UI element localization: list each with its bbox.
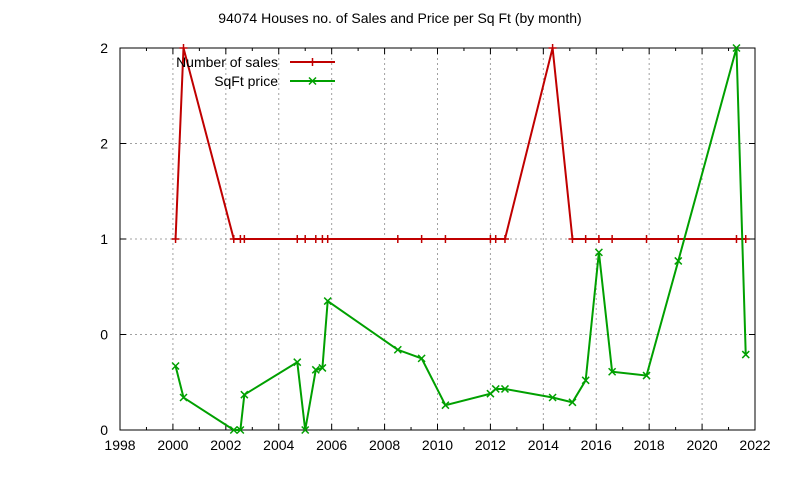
x-tick-label: 2018 — [634, 437, 665, 453]
x-tick-label: 2004 — [263, 437, 294, 453]
data-point — [674, 256, 683, 265]
data-point — [500, 384, 509, 393]
data-point — [240, 390, 249, 399]
data-point — [417, 235, 426, 243]
data-point — [548, 44, 557, 52]
legend-label: Number of sales — [176, 54, 278, 70]
data-point — [417, 354, 426, 363]
data-point — [179, 44, 188, 52]
legend-marker — [308, 58, 317, 66]
x-tick-label: 2016 — [581, 437, 612, 453]
data-point — [293, 235, 302, 243]
legend-entry: SqFt price — [214, 73, 335, 89]
data-point — [581, 235, 590, 243]
data-point — [491, 235, 500, 243]
data-point — [594, 235, 603, 243]
data-point — [301, 425, 310, 435]
legend-marker — [308, 76, 317, 86]
y-tick-label: 1 — [100, 231, 108, 247]
data-point — [179, 393, 188, 402]
axis-ticks: 1998 2000 2002 2004 2006 2008 2010 2012 2014 2016… — [100, 40, 771, 453]
x-tick-label: 2022 — [739, 437, 770, 453]
data-point — [491, 384, 500, 393]
data-point — [236, 425, 245, 435]
legend: Number of sales SqFt price — [176, 54, 335, 89]
data-point — [732, 235, 741, 243]
x-tick-label: 1998 — [104, 437, 135, 453]
y-tick-label: 0 — [100, 327, 108, 343]
data-point — [323, 235, 332, 243]
legend-label: SqFt price — [214, 73, 278, 89]
data-point — [741, 350, 750, 359]
data-point — [674, 235, 683, 243]
data-point — [393, 345, 402, 354]
data-point — [568, 398, 577, 407]
y-tick-label: 2 — [100, 40, 108, 56]
data-point — [318, 363, 327, 372]
data-point — [311, 365, 320, 374]
data-point — [229, 425, 238, 435]
data-point — [581, 376, 590, 385]
data-point — [393, 235, 402, 243]
data-point — [293, 358, 302, 367]
data-point — [568, 235, 577, 243]
x-tick-label: 2020 — [687, 437, 718, 453]
data-point — [548, 393, 557, 402]
x-tick-label: 2000 — [157, 437, 188, 453]
series-sqft-price — [171, 43, 750, 435]
x-tick-label: 2014 — [528, 437, 559, 453]
x-tick-label: 2010 — [422, 437, 453, 453]
data-point — [441, 235, 450, 243]
data-point — [171, 235, 180, 243]
data-point — [500, 235, 509, 243]
data-point — [323, 297, 332, 306]
data-point — [642, 235, 651, 243]
x-tick-label: 2012 — [475, 437, 506, 453]
data-point — [594, 248, 603, 257]
chart-title: 94074 Houses no. of Sales and Price per … — [218, 10, 581, 26]
y-tick-label: 2 — [100, 136, 108, 152]
data-point — [441, 401, 450, 410]
x-tick-label: 2006 — [316, 437, 347, 453]
legend-entry: Number of sales — [176, 54, 335, 70]
data-point — [171, 361, 180, 371]
data-point — [301, 235, 310, 243]
data-point — [240, 235, 249, 243]
x-tick-label: 2002 — [210, 437, 241, 453]
y-tick-label: 0 — [100, 422, 108, 438]
data-point — [642, 371, 651, 380]
series-number-of-sales — [171, 44, 750, 243]
data-point — [608, 235, 617, 243]
x-tick-label: 2008 — [369, 437, 400, 453]
data-point — [732, 43, 741, 53]
data-point — [608, 367, 617, 376]
series-layer — [171, 43, 750, 435]
